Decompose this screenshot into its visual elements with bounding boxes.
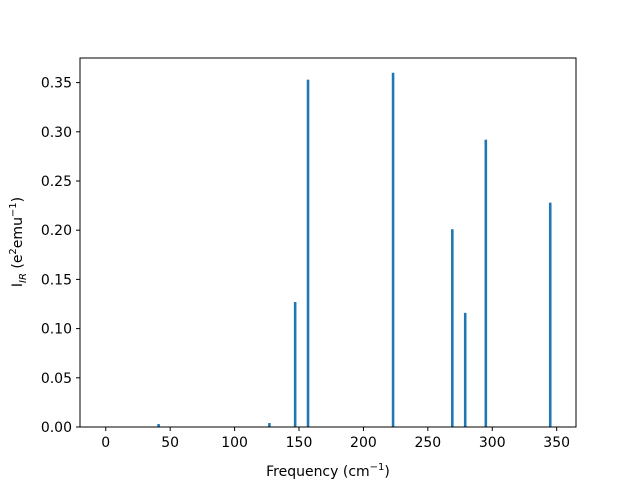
bar — [268, 423, 271, 427]
y-axis-label-tail: ) — [10, 197, 26, 202]
x-axis-label: Frequency (cm−1) — [266, 462, 390, 480]
x-ticks-group: 0 50 100 150 200 250 300 350 — [101, 427, 570, 451]
y-axis-label-sup1: 2 — [8, 248, 19, 254]
x-tick-label: 350 — [543, 435, 570, 451]
x-axis-label-main: Frequency (cm — [266, 464, 370, 480]
y-axis-label-mid2: emu — [10, 217, 26, 248]
y-ticks-group: 0.00 0.05 0.10 0.15 0.20 0.25 0.30 0.35 — [41, 76, 80, 436]
bar — [293, 302, 297, 427]
x-axis-label-tail: ) — [384, 464, 389, 480]
x-tick-label: 100 — [221, 435, 248, 451]
y-axis-label-mid: (e — [10, 255, 26, 274]
x-tick-label: 0 — [101, 435, 110, 451]
y-tick-label: 0.15 — [41, 272, 72, 288]
y-tick-label: 0.25 — [41, 174, 72, 190]
x-axis-label-sup: −1 — [370, 462, 385, 473]
y-axis-label-sup2: −1 — [8, 202, 19, 217]
x-tick-label: 50 — [161, 435, 179, 451]
bars-group — [157, 72, 552, 427]
x-tick-label: 200 — [350, 435, 377, 451]
y-tick-label: 0.35 — [41, 76, 72, 92]
bar — [548, 202, 552, 427]
y-tick-label: 0.10 — [41, 322, 72, 338]
y-axis-label-main: I — [10, 283, 26, 287]
y-tick-label: 0.20 — [41, 223, 72, 239]
x-tick-label: 250 — [414, 435, 441, 451]
bar — [391, 72, 395, 427]
y-tick-label: 0.00 — [41, 420, 72, 436]
bar — [451, 229, 454, 427]
y-tick-label: 0.30 — [41, 125, 72, 141]
plot-frame — [79, 57, 577, 428]
bar — [157, 424, 160, 427]
y-axis-label: IIR (e2emu−1) — [8, 197, 29, 287]
x-tick-label: 150 — [286, 435, 313, 451]
x-tick-label: 300 — [479, 435, 506, 451]
bar — [306, 79, 310, 427]
bar — [484, 139, 488, 427]
y-tick-label: 0.05 — [41, 371, 72, 387]
y-axis-label-sub: IR — [18, 273, 29, 283]
bar — [463, 312, 467, 427]
